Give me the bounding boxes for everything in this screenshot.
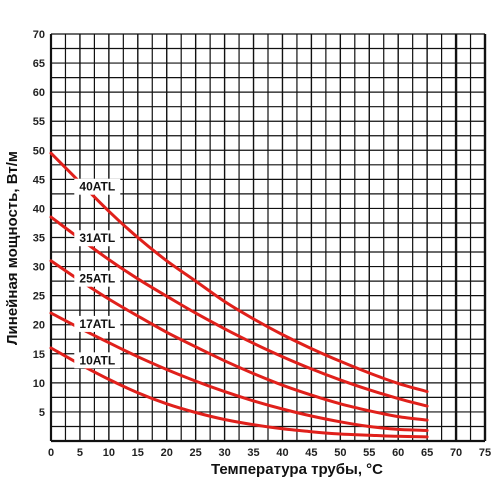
series-label-17atl: 17ATL: [79, 317, 115, 331]
series-label-31atl: 31ATL: [79, 231, 115, 245]
series-label-background: [74, 352, 121, 369]
y-tick-label: 5: [39, 407, 45, 419]
x-tick-label: 25: [190, 447, 202, 459]
series-label-10atl: 10ATL: [79, 353, 115, 367]
y-tick-label: 65: [33, 58, 45, 70]
tick-labels: 0 5 10 15 20 25 30 35 40 45 50 55 60 65 70 75 5 10 15 20 25 3…: [33, 29, 491, 459]
series-line-10atl: [49, 346, 429, 439]
y-tick-label: 45: [33, 174, 45, 186]
y-tick-label: 30: [33, 262, 45, 274]
x-tick-label: 45: [305, 447, 317, 459]
x-tick-label: 35: [247, 447, 259, 459]
series-line-17atl: [49, 311, 429, 432]
series-label-background: [74, 315, 121, 332]
x-tick-label: 70: [450, 447, 462, 459]
x-tick-label: 60: [392, 447, 404, 459]
series-labels: 40ATL 31ATL 25ATL 17ATL 10ATL: [74, 178, 121, 369]
y-tick-label: 70: [33, 29, 45, 41]
series-layer: [49, 151, 429, 439]
y-tick-label: 35: [33, 233, 45, 245]
y-tick-label: 25: [33, 291, 45, 303]
y-tick-label: 50: [33, 145, 45, 157]
y-tick-label: 55: [33, 116, 45, 128]
x-axis-label: Температура трубы, °C: [211, 461, 383, 478]
series-label-25atl: 25ATL: [79, 272, 115, 286]
x-tick-label: 10: [103, 447, 115, 459]
y-tick-label: 10: [33, 378, 45, 390]
series-label-40atl: 40ATL: [79, 180, 115, 194]
x-tick-label: 0: [48, 447, 54, 459]
x-tick-label: 5: [77, 447, 83, 459]
series-label-background: [74, 270, 121, 287]
series-line-40atl: [49, 151, 429, 394]
series-line-31atl: [49, 215, 429, 408]
x-tick-label: 20: [161, 447, 173, 459]
x-tick-label: 65: [421, 447, 433, 459]
x-tick-label: 75: [479, 447, 491, 459]
x-tick-label: 50: [334, 447, 346, 459]
x-tick-label: 30: [218, 447, 230, 459]
series-line-25atl: [49, 259, 429, 422]
y-tick-label: 20: [33, 320, 45, 332]
series-label-background: [74, 230, 121, 247]
y-tick-label: 15: [33, 349, 45, 361]
x-tick-label: 40: [276, 447, 288, 459]
series-label-background: [74, 178, 121, 195]
y-axis-label: Линейная мощность, Вт/м: [4, 151, 21, 345]
x-tick-label: 15: [132, 447, 144, 459]
y-tick-label: 40: [33, 203, 45, 215]
x-tick-label: 55: [363, 447, 375, 459]
y-tick-label: 60: [33, 87, 45, 99]
